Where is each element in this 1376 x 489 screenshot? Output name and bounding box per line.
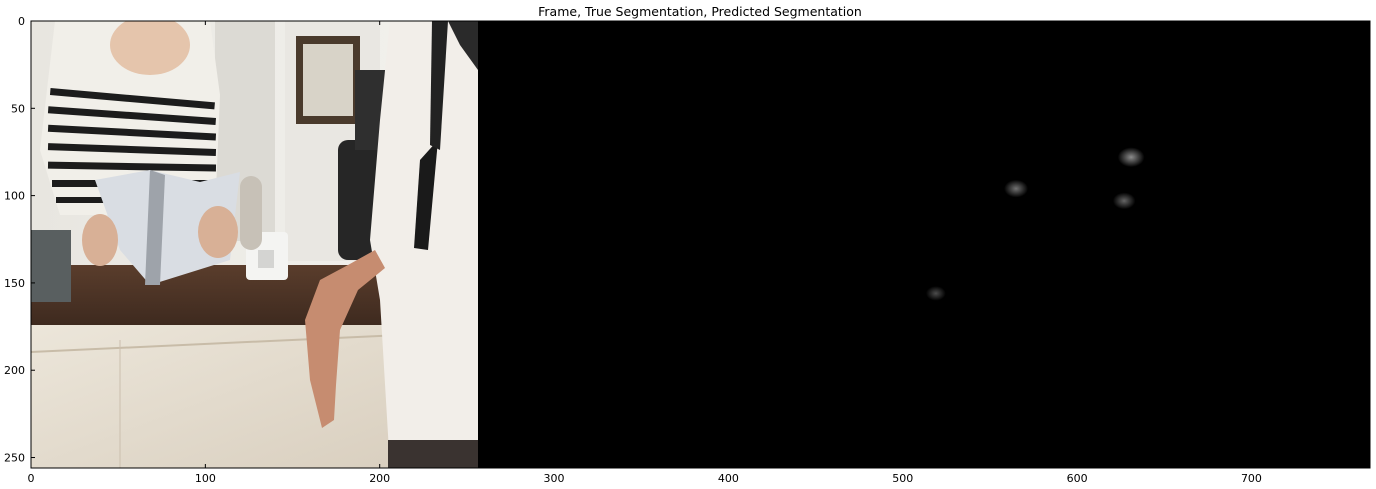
predicted-blob bbox=[1004, 179, 1029, 198]
predicted-blob bbox=[1112, 192, 1136, 210]
y-tick-label: 250 bbox=[4, 452, 25, 465]
y-tick-label: 0 bbox=[18, 15, 25, 28]
axis-ticks: 0 100 200 300 400 500 600 700 0 50 100 150 200 250 bbox=[4, 15, 1370, 485]
frame-image bbox=[31, 21, 478, 468]
x-tick-label: 200 bbox=[369, 472, 390, 485]
predicted-blob bbox=[925, 286, 946, 301]
x-tick-label: 500 bbox=[892, 472, 913, 485]
axes-frame bbox=[30, 20, 1371, 469]
x-tick-label: 400 bbox=[718, 472, 739, 485]
y-tick-label: 50 bbox=[11, 102, 25, 115]
y-tick-label: 100 bbox=[4, 190, 25, 203]
true-segmentation-panel bbox=[478, 21, 924, 468]
y-tick-label: 150 bbox=[4, 277, 25, 290]
x-tick-label: 0 bbox=[28, 472, 35, 485]
x-tick-label: 600 bbox=[1067, 472, 1088, 485]
x-tick-label: 100 bbox=[195, 472, 216, 485]
predicted-segmentation-panel bbox=[924, 21, 1370, 468]
x-tick-label: 300 bbox=[544, 472, 565, 485]
predicted-blob bbox=[1117, 147, 1145, 168]
x-tick-label: 700 bbox=[1241, 472, 1262, 485]
y-tick-label: 200 bbox=[4, 364, 25, 377]
chart-title: Frame, True Segmentation, Predicted Segm… bbox=[538, 4, 862, 19]
